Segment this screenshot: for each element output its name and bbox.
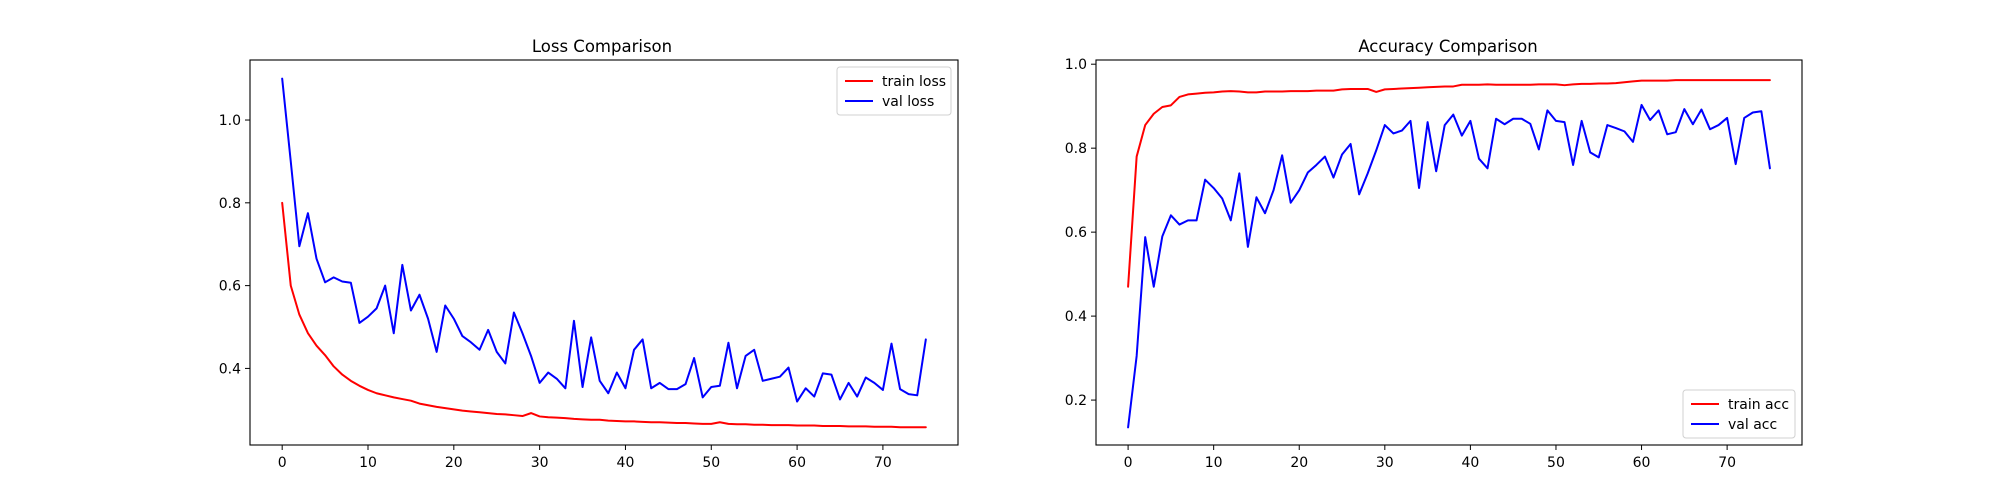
acc-legend-box	[1682, 389, 1796, 439]
loss-y-tick-label: 0.4	[219, 361, 241, 377]
loss-y-tick-label: 0.6	[219, 279, 241, 295]
acc-axes-frame	[1095, 59, 1803, 446]
accuracy-plot-area: 0 10 20 30 40 50 60 70 0.2 0.4 0.6 0.8 1.0 train acc v…	[1065, 57, 1803, 471]
acc-y-tick-label: 0.2	[1065, 393, 1087, 409]
loss-chart-title: Loss Comparison	[532, 37, 672, 56]
loss-plot-area: 0 10 20 30 40 50 60 70 0.4 0.6 0.8 1.0 train loss val…	[219, 59, 959, 471]
loss-axes-frame	[249, 59, 959, 446]
loss-x-tick-label: 30	[531, 455, 549, 471]
acc-x-tick-label: 60	[1633, 455, 1651, 471]
loss-y-tick-label: 0.8	[219, 196, 241, 212]
loss-x-tick-label: 0	[278, 455, 287, 471]
acc-x-tick-label: 50	[1547, 455, 1565, 471]
loss-x-tick-label: 40	[617, 455, 635, 471]
acc-y-tick-label: 0.8	[1065, 141, 1087, 157]
loss-comparison-chart: Loss Comparison 0 10 20 30 40 50 60 70 0.4 0.6 0.8…	[219, 37, 959, 471]
loss-series-line-val-loss	[281, 77, 927, 403]
acc-x-tick-label: 30	[1376, 455, 1394, 471]
acc-legend-label-train-acc: train acc	[1728, 397, 1789, 413]
accuracy-comparison-chart: Accuracy Comparison 0 10 20 30 40 50 60 70 0.2 0.…	[1065, 37, 1803, 471]
acc-y-tick-label: 0.4	[1065, 309, 1087, 325]
acc-x-tick-label: 20	[1290, 455, 1308, 471]
loss-x-tick-label: 60	[788, 455, 806, 471]
loss-x-tick-label: 70	[874, 455, 892, 471]
loss-legend-label-val-loss: val loss	[882, 94, 934, 110]
acc-legend-label-val-acc: val acc	[1728, 417, 1777, 433]
acc-y-tick-label: 1.0	[1065, 57, 1087, 73]
acc-x-tick-label: 70	[1718, 455, 1736, 471]
loss-legend-box	[836, 66, 952, 116]
acc-x-tick-label: 40	[1461, 455, 1479, 471]
acc-legend: train acc val acc	[1682, 389, 1796, 439]
loss-legend-label-train-loss: train loss	[882, 74, 946, 90]
loss-legend: train loss val loss	[836, 66, 952, 116]
acc-x-tick-label: 0	[1124, 455, 1133, 471]
loss-x-tick-label: 20	[445, 455, 463, 471]
acc-y-tick-label: 0.6	[1065, 225, 1087, 241]
loss-x-tick-label: 10	[359, 455, 377, 471]
accuracy-chart-title: Accuracy Comparison	[1358, 37, 1537, 56]
loss-x-tick-label: 50	[702, 455, 720, 471]
loss-series-line-train-loss	[281, 201, 927, 429]
acc-series-line-val-acc	[1127, 103, 1771, 429]
loss-y-tick-label: 1.0	[219, 113, 241, 129]
acc-x-tick-label: 10	[1205, 455, 1223, 471]
acc-series-line-train-acc	[1127, 79, 1771, 288]
